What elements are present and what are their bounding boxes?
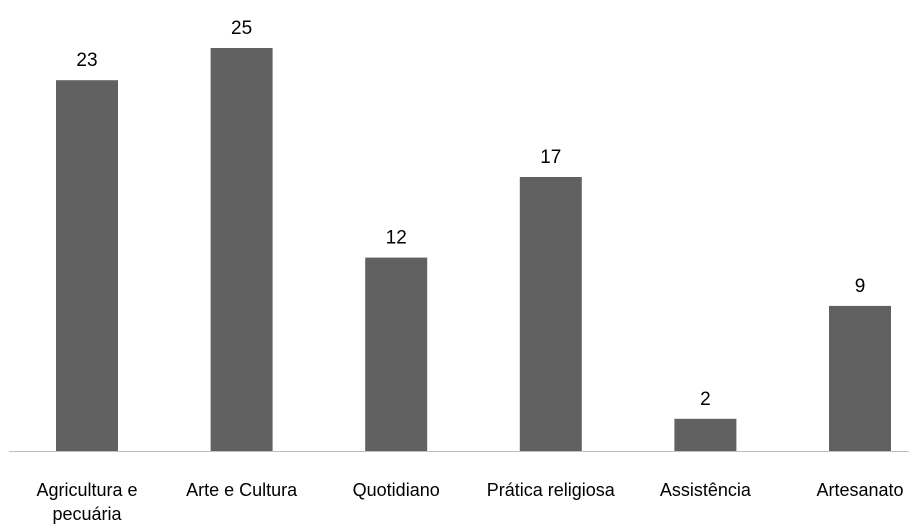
category-label-1: Arte e Cultura: [186, 480, 298, 500]
category-labels-group: Agricultura e pecuária Arte e Cultura Quoti…: [36, 480, 903, 524]
value-label-2: 12: [386, 228, 407, 249]
value-label-4: 2: [700, 389, 711, 410]
category-label-line: Arte e Cultura: [186, 480, 298, 500]
bar-1: [210, 48, 273, 451]
category-label-line: pecuária: [52, 504, 122, 524]
value-label-0: 23: [76, 50, 97, 71]
category-label-0: Agricultura e pecuária: [36, 480, 137, 524]
bar-0: [56, 80, 118, 451]
value-label-3: 17: [540, 147, 561, 168]
category-label-3: Prática religiosa: [487, 480, 616, 500]
category-label-line: Quotidiano: [353, 480, 440, 500]
category-label-line: Assistência: [660, 480, 752, 500]
value-labels-group: 23 25 12 17 2 9: [76, 18, 865, 410]
category-label-2: Quotidiano: [353, 480, 440, 500]
category-label-line: Agricultura e: [36, 480, 137, 500]
value-label-5: 9: [855, 276, 866, 297]
value-label-1: 25: [231, 18, 252, 39]
bar-5: [829, 305, 891, 451]
category-label-line: Prática religiosa: [487, 480, 616, 500]
category-label-line: Artesanato: [816, 480, 903, 500]
category-label-4: Assistência: [660, 480, 752, 500]
category-label-5: Artesanato: [816, 480, 903, 500]
bar-3: [519, 177, 582, 451]
bar-4: [674, 418, 737, 451]
bar-2: [365, 257, 428, 451]
bars-group: [56, 48, 891, 451]
